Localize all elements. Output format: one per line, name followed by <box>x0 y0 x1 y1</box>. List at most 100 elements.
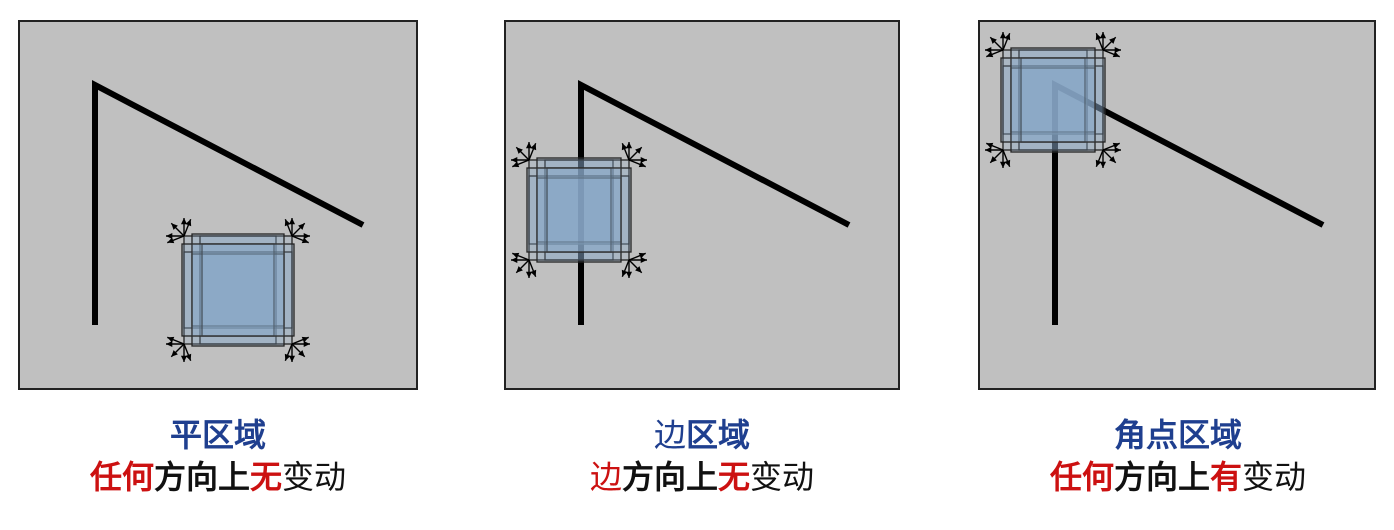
arrow-head <box>171 350 178 357</box>
arrow-head <box>990 156 997 163</box>
shifted-window <box>1010 47 1096 133</box>
caption-segment: 平区域 <box>169 416 266 454</box>
arrow-head <box>640 256 647 264</box>
caption-description: 边方向上无变动 <box>492 457 912 497</box>
arrow-head <box>1112 51 1120 58</box>
caption-segment: 角点区域 <box>1113 416 1242 454</box>
arrow-head <box>621 269 628 277</box>
edge-line <box>92 80 365 325</box>
caption-description: 任何方向上无变动 <box>8 457 428 497</box>
arrow-head <box>1004 33 1011 41</box>
shifted-window <box>546 167 632 253</box>
arrow-head <box>638 252 646 259</box>
arrow-head <box>166 232 173 240</box>
arrow-head <box>288 355 296 362</box>
caption-segment: 方向上 <box>153 458 250 496</box>
arrow-head <box>999 32 1007 39</box>
arrow-head <box>303 340 310 348</box>
edge-region-panel <box>504 20 900 392</box>
shifted-window <box>181 243 275 337</box>
arrow-head <box>635 266 642 273</box>
arrow-head <box>530 269 537 277</box>
caption-segment: 任何 <box>1049 458 1114 496</box>
panel-background <box>504 20 900 390</box>
center-window <box>536 167 622 253</box>
search-window <box>985 32 1121 168</box>
shifted-window <box>183 251 277 345</box>
caption-segment: 无 <box>718 458 751 496</box>
arrow-head <box>525 271 533 278</box>
shifted-window <box>1010 67 1096 153</box>
arrow-head <box>1114 146 1121 154</box>
flat-region-caption: 平区域 任何方向上无变动 <box>8 415 428 497</box>
arrow-head <box>298 223 305 230</box>
shifted-window <box>183 235 277 329</box>
shifted-window <box>528 175 614 261</box>
shifted-window <box>191 233 285 327</box>
arrow-head <box>1099 32 1107 39</box>
shifted-window <box>199 235 293 329</box>
corner-region-panel <box>978 20 1376 392</box>
arrow-head <box>1109 37 1116 44</box>
shifted-window <box>1018 65 1104 151</box>
shifted-window <box>528 159 614 245</box>
arrow-head <box>180 355 188 362</box>
arrow-head <box>621 143 628 151</box>
edge-region-caption: 边区域 边方向上无变动 <box>492 415 912 497</box>
center-window <box>1010 57 1096 143</box>
arrow-head <box>635 147 642 154</box>
shifted-window <box>536 157 622 243</box>
arrow-head <box>1099 161 1107 168</box>
flat-region-panel <box>18 20 418 392</box>
arrow-head <box>516 266 523 273</box>
shifted-window <box>199 251 293 345</box>
arrow-head <box>985 146 992 154</box>
arrow-head <box>640 156 647 164</box>
edge-line <box>578 80 851 325</box>
arrow-head <box>180 218 188 225</box>
arrow-head <box>167 336 175 343</box>
arrow-head <box>512 161 520 168</box>
caption-segment: 方向上 <box>621 458 718 496</box>
arrow-head <box>185 219 192 227</box>
shifted-window <box>1000 57 1086 143</box>
edge-line <box>1052 80 1325 325</box>
caption-title: 平区域 <box>8 415 428 455</box>
arrow-head <box>1114 46 1121 54</box>
arrow-head <box>985 46 992 54</box>
shifted-window <box>526 167 612 253</box>
arrow-head <box>171 223 178 230</box>
center-window <box>191 243 285 337</box>
shifted-window <box>544 175 630 261</box>
caption-segment: 边 <box>589 458 622 496</box>
arrow-head <box>625 142 633 149</box>
arrow-head <box>512 252 520 259</box>
caption-segment: 变动 <box>1242 458 1307 496</box>
search-window <box>166 218 310 362</box>
arrow-head <box>986 51 994 58</box>
caption-description: 任何方向上有变动 <box>968 457 1388 497</box>
arrow-head <box>298 350 305 357</box>
caption-segment: 有 <box>1210 458 1243 496</box>
shifted-window <box>544 159 630 245</box>
arrow-head <box>303 232 310 240</box>
caption-segment: 方向上 <box>1113 458 1210 496</box>
arrow-head <box>288 218 296 225</box>
flat-region-diagram <box>18 20 418 390</box>
arrow-head <box>1109 156 1116 163</box>
arrow-head <box>1004 159 1011 167</box>
arrow-head <box>185 353 192 361</box>
arrow-head <box>1095 159 1102 167</box>
edge-region-diagram <box>504 20 900 390</box>
caption-segment: 边 <box>653 416 686 454</box>
arrow-head <box>530 143 537 151</box>
caption-title: 边区域 <box>492 415 912 455</box>
caption-segment: 任何 <box>89 458 154 496</box>
arrow-head <box>999 161 1007 168</box>
arrow-head <box>301 237 309 244</box>
corner-region-diagram <box>978 20 1376 390</box>
arrow-head <box>525 142 533 149</box>
search-window <box>511 142 647 278</box>
corner-region-caption: 角点区域 任何方向上有变动 <box>968 415 1388 497</box>
arrow-head <box>986 142 994 149</box>
